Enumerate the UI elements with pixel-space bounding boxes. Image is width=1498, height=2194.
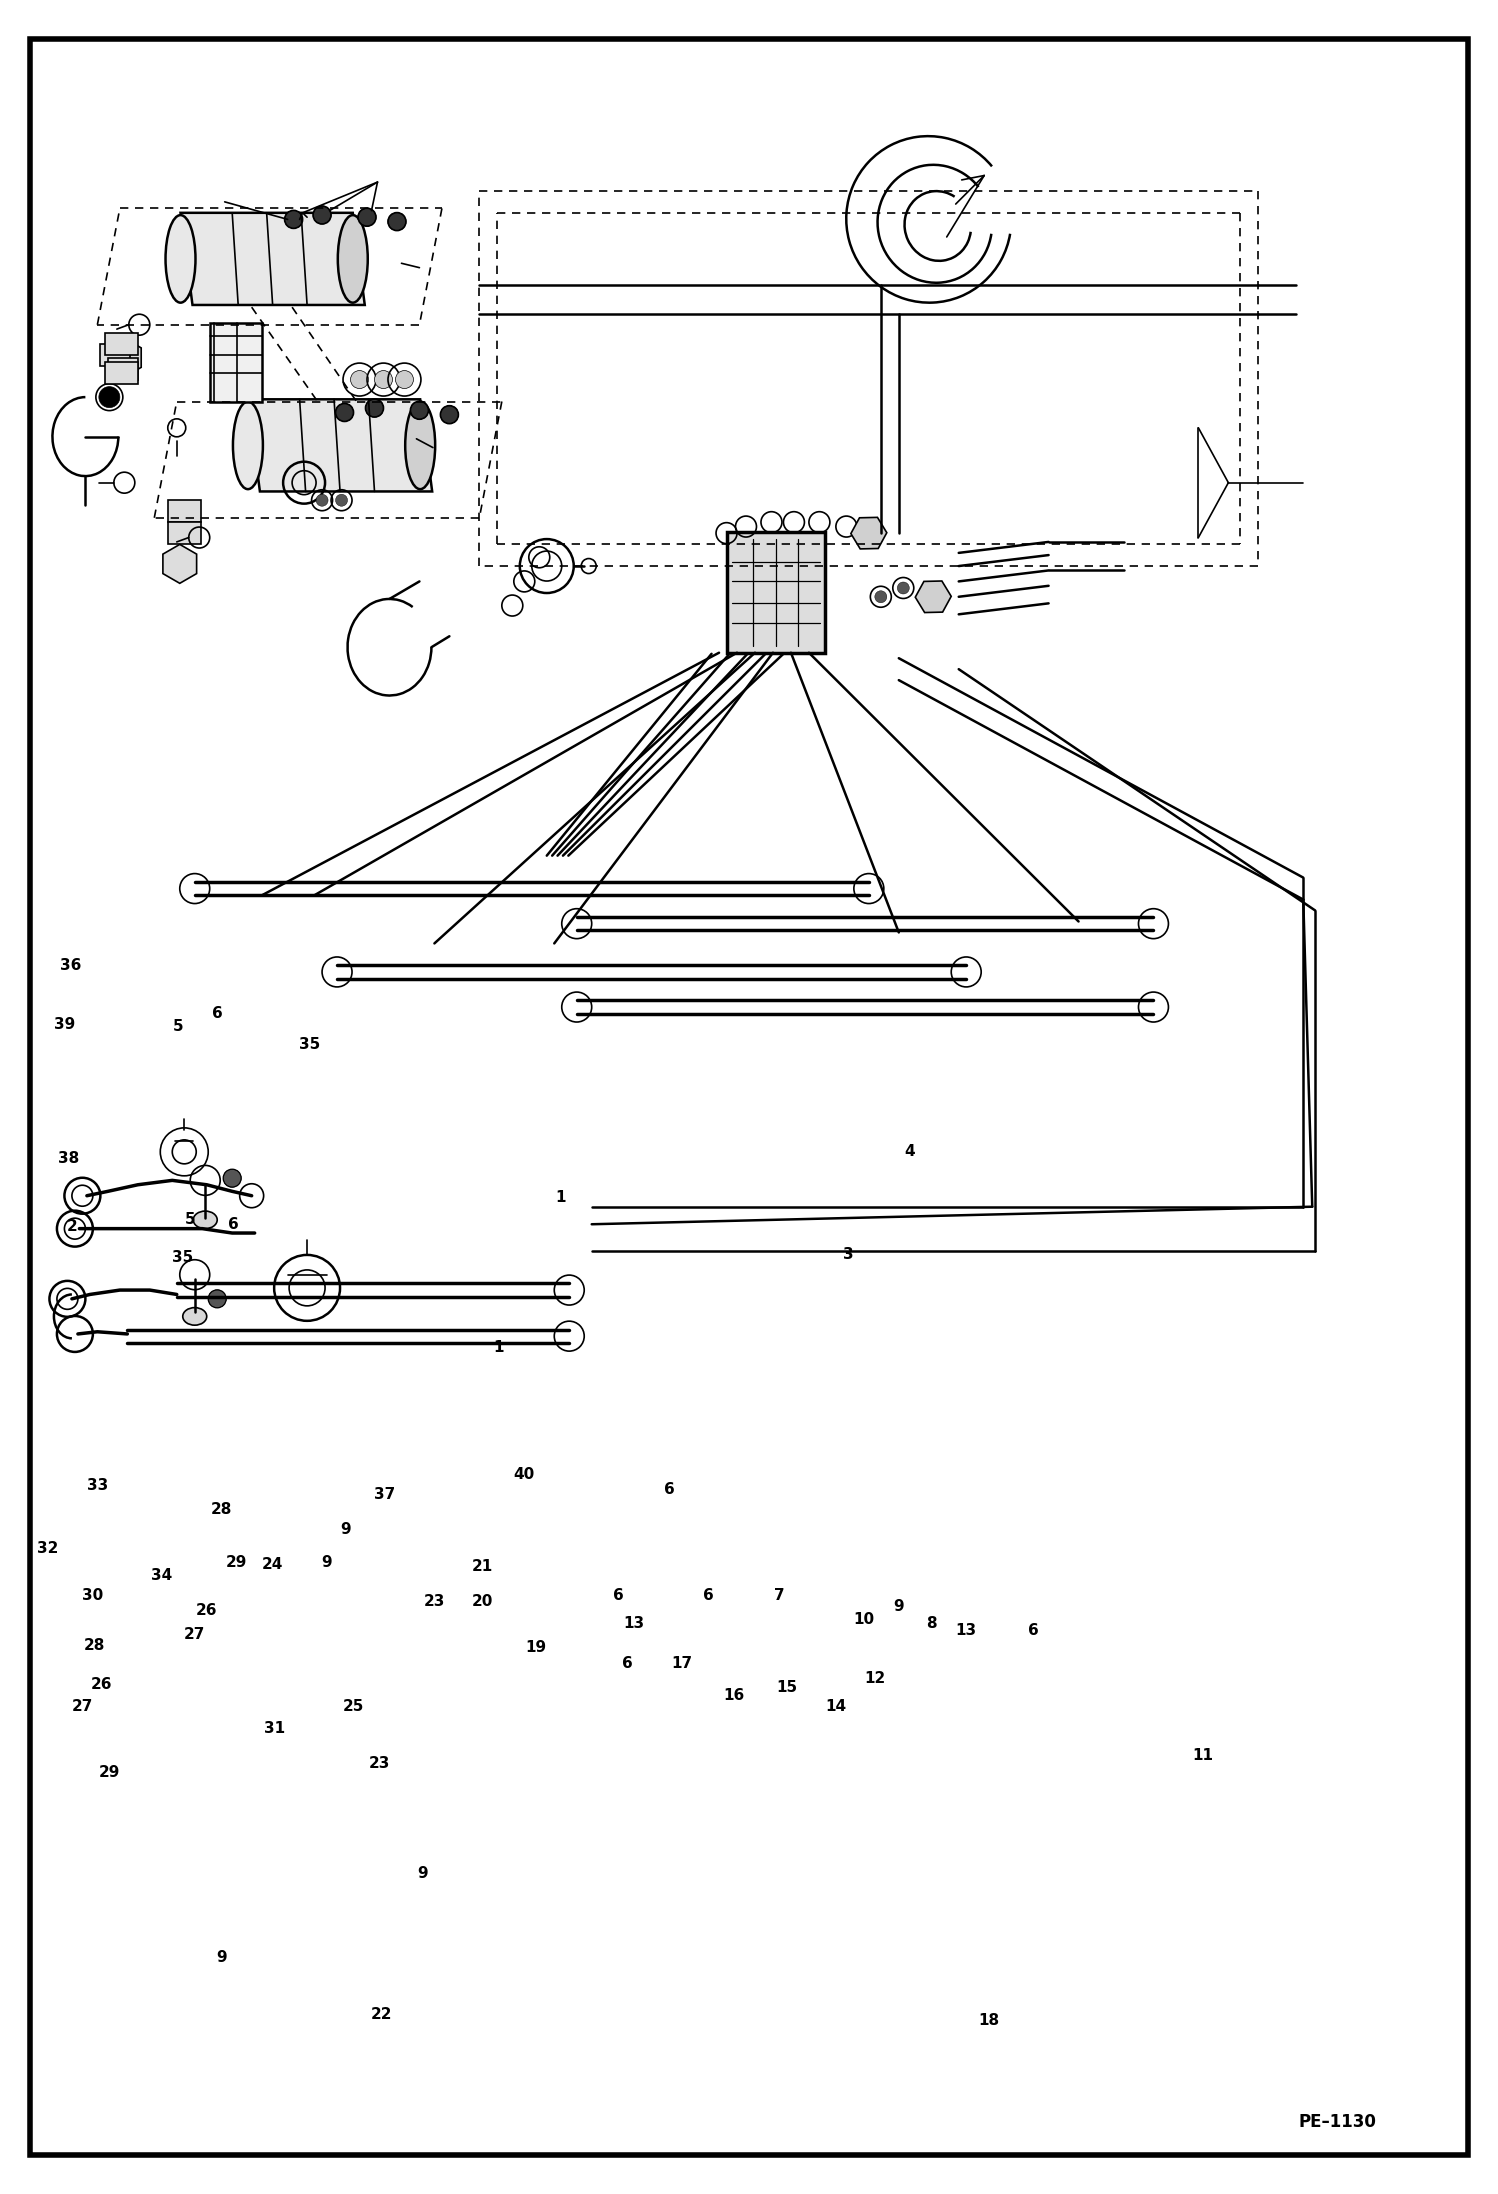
Circle shape	[336, 404, 354, 421]
Text: 6: 6	[613, 1588, 625, 1602]
Text: 35: 35	[172, 1251, 193, 1264]
Ellipse shape	[234, 402, 264, 489]
Text: 3: 3	[842, 1248, 854, 1262]
Text: PE–1130: PE–1130	[1299, 2113, 1377, 2130]
Circle shape	[358, 208, 376, 226]
Text: 9: 9	[321, 1556, 333, 1569]
Text: 5: 5	[172, 1020, 184, 1033]
Text: 13: 13	[623, 1617, 644, 1630]
Bar	[210, 323, 262, 402]
Text: 25: 25	[343, 1700, 364, 1714]
Text: 18: 18	[978, 2014, 999, 2027]
Ellipse shape	[337, 215, 369, 303]
Text: 2: 2	[66, 1220, 78, 1233]
Text: 1: 1	[493, 1341, 505, 1354]
Text: 8: 8	[926, 1617, 938, 1630]
Text: 9: 9	[416, 1867, 428, 1880]
Bar	[108, 358, 138, 380]
Text: 11: 11	[1192, 1749, 1213, 1762]
Bar	[168, 500, 201, 522]
Circle shape	[336, 494, 348, 507]
Text: 1: 1	[554, 1191, 566, 1205]
Text: 20: 20	[472, 1595, 493, 1608]
Text: 23: 23	[424, 1595, 445, 1608]
Circle shape	[875, 590, 887, 603]
Text: 13: 13	[956, 1624, 977, 1637]
Circle shape	[374, 371, 392, 388]
Text: 34: 34	[151, 1569, 172, 1582]
Text: 24: 24	[262, 1558, 283, 1571]
Text: 38: 38	[58, 1152, 79, 1165]
Text: 27: 27	[72, 1700, 93, 1714]
Polygon shape	[180, 213, 364, 305]
Circle shape	[313, 206, 331, 224]
Text: 28: 28	[211, 1503, 232, 1516]
Circle shape	[285, 211, 303, 228]
Text: 36: 36	[60, 959, 81, 972]
Bar	[105, 333, 138, 355]
Text: 10: 10	[854, 1613, 875, 1626]
Circle shape	[395, 371, 413, 388]
Text: 15: 15	[776, 1681, 797, 1694]
Text: 30: 30	[82, 1588, 103, 1602]
Text: 23: 23	[369, 1757, 389, 1771]
Text: 5: 5	[184, 1213, 196, 1226]
Text: 31: 31	[264, 1722, 285, 1735]
Circle shape	[99, 386, 120, 408]
Text: 22: 22	[372, 2008, 392, 2021]
Ellipse shape	[193, 1211, 217, 1229]
Text: 9: 9	[216, 1950, 228, 1964]
Text: 39: 39	[54, 1018, 75, 1031]
Text: 33: 33	[87, 1479, 108, 1492]
Circle shape	[223, 1169, 241, 1187]
Circle shape	[410, 402, 428, 419]
Bar	[105, 362, 138, 384]
Circle shape	[208, 1290, 226, 1308]
Text: 27: 27	[184, 1628, 205, 1641]
Text: 6: 6	[664, 1483, 676, 1496]
Text: 26: 26	[91, 1678, 112, 1692]
Text: 6: 6	[228, 1218, 240, 1231]
Text: 6: 6	[211, 1007, 223, 1020]
Bar	[168, 522, 201, 544]
Text: 40: 40	[514, 1468, 535, 1481]
Circle shape	[316, 494, 328, 507]
Ellipse shape	[183, 1308, 207, 1325]
Text: 6: 6	[622, 1656, 634, 1670]
Text: 6: 6	[703, 1588, 715, 1602]
Text: 19: 19	[526, 1641, 547, 1654]
Circle shape	[351, 371, 369, 388]
Text: 16: 16	[724, 1689, 745, 1703]
Circle shape	[923, 590, 935, 603]
Bar	[100, 344, 130, 366]
Text: 6: 6	[1028, 1624, 1040, 1637]
Polygon shape	[249, 399, 433, 491]
Text: 26: 26	[196, 1604, 217, 1617]
Text: 17: 17	[671, 1656, 692, 1670]
Ellipse shape	[404, 402, 436, 489]
Text: 7: 7	[773, 1588, 785, 1602]
Ellipse shape	[165, 215, 195, 303]
Text: 9: 9	[340, 1523, 352, 1536]
Circle shape	[897, 581, 909, 595]
Text: 28: 28	[84, 1639, 105, 1652]
Text: 37: 37	[374, 1488, 395, 1501]
Text: 32: 32	[37, 1542, 58, 1556]
Text: 29: 29	[99, 1766, 120, 1779]
Text: 4: 4	[903, 1145, 915, 1158]
Circle shape	[388, 213, 406, 230]
Text: 12: 12	[864, 1672, 885, 1685]
Text: 35: 35	[300, 1038, 321, 1051]
Text: 14: 14	[825, 1700, 846, 1714]
Bar	[728, 533, 825, 654]
Text: 21: 21	[472, 1560, 493, 1573]
Circle shape	[440, 406, 458, 423]
Circle shape	[366, 399, 383, 417]
Text: 29: 29	[226, 1556, 247, 1569]
Text: 9: 9	[893, 1599, 905, 1613]
